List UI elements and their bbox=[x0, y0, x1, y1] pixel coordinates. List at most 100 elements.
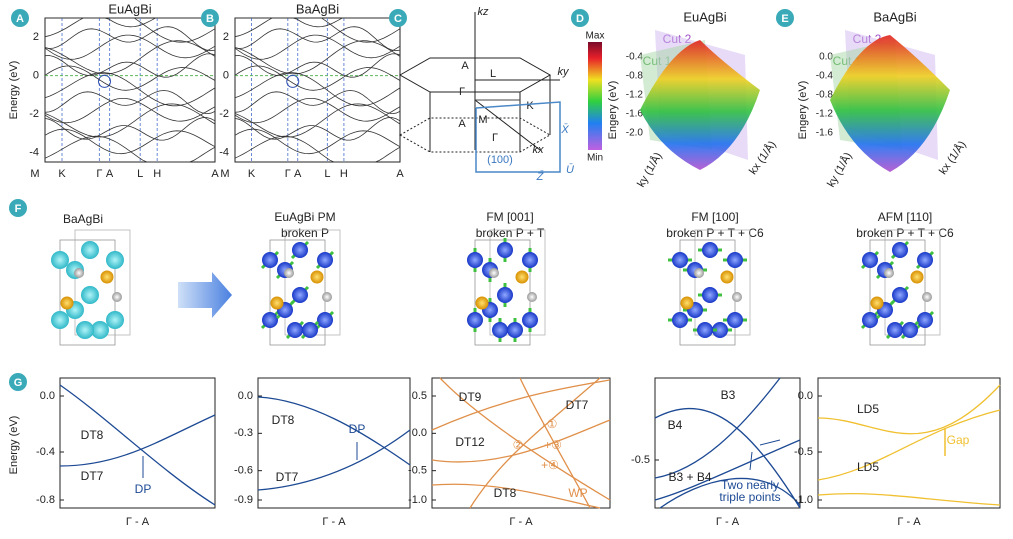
x-axis-label: Γ - A bbox=[322, 516, 346, 528]
band bbox=[234, 72, 401, 107]
atom bbox=[287, 322, 303, 338]
atom bbox=[76, 321, 94, 339]
atom-au bbox=[270, 296, 284, 310]
label: K bbox=[526, 100, 534, 112]
atom-ag bbox=[884, 268, 894, 278]
plot-frame bbox=[817, 377, 1001, 509]
atom-ag bbox=[527, 292, 537, 302]
band bbox=[234, 53, 401, 78]
label: AFM [110] bbox=[878, 210, 932, 224]
label: Max bbox=[586, 31, 605, 42]
x-axis-label: Γ - A bbox=[897, 516, 921, 528]
k-point: A bbox=[211, 168, 219, 180]
label: broken P + T bbox=[476, 226, 545, 240]
atom bbox=[917, 252, 933, 268]
y-axis-label: Energy (eV) bbox=[8, 61, 20, 120]
band bbox=[44, 117, 216, 141]
band bbox=[817, 384, 1001, 435]
label: -1.6 bbox=[626, 109, 644, 120]
label: -0.8 bbox=[816, 90, 834, 101]
k-point: K bbox=[248, 168, 256, 180]
label: B3 + B4 bbox=[668, 470, 711, 484]
band bbox=[234, 26, 401, 52]
atom-ag bbox=[322, 292, 332, 302]
panel-badge bbox=[389, 9, 407, 27]
atom-ag bbox=[74, 268, 84, 278]
colorbar bbox=[588, 42, 602, 150]
label: ky (1/Å) bbox=[634, 150, 664, 189]
y-tick-label: 0.0 bbox=[40, 390, 55, 402]
atom bbox=[902, 322, 918, 338]
band bbox=[44, 98, 216, 124]
y-tick-label: -0.5 bbox=[631, 454, 650, 466]
atom-ag bbox=[694, 268, 704, 278]
label: DT8 bbox=[272, 413, 295, 427]
plot-frame bbox=[431, 377, 611, 509]
panel-badge bbox=[11, 9, 29, 27]
label: Γ bbox=[492, 132, 498, 144]
atom-ag bbox=[922, 292, 932, 302]
atom bbox=[892, 287, 908, 303]
plot-frame bbox=[59, 377, 216, 509]
label: broken P + T + C6 bbox=[666, 226, 764, 240]
atom bbox=[862, 312, 878, 328]
band bbox=[817, 493, 1001, 506]
k-point: A bbox=[294, 168, 302, 180]
panel-letter: G bbox=[14, 377, 23, 389]
k-point: Γ bbox=[285, 168, 291, 180]
y-tick-label: 2 bbox=[223, 31, 229, 43]
atom-au bbox=[515, 270, 529, 284]
atom bbox=[702, 242, 718, 258]
label: broken P + T + C6 bbox=[856, 226, 954, 240]
surface-e bbox=[830, 30, 950, 172]
panel-badge bbox=[776, 9, 794, 27]
y-tick-label: 2 bbox=[33, 31, 39, 43]
panel-letter: D bbox=[576, 13, 584, 25]
atom bbox=[51, 251, 69, 269]
band bbox=[44, 128, 216, 155]
atom bbox=[91, 321, 109, 339]
atom bbox=[262, 312, 278, 328]
atom-au bbox=[100, 270, 114, 284]
label: BaAgBi bbox=[873, 9, 916, 24]
plot-frame bbox=[654, 377, 801, 509]
atom bbox=[81, 241, 99, 259]
atom bbox=[712, 322, 728, 338]
band bbox=[44, 26, 216, 52]
atom bbox=[317, 252, 333, 268]
label: triple points bbox=[719, 490, 780, 504]
panel-letter: F bbox=[15, 203, 22, 215]
band bbox=[234, 65, 401, 91]
atom-ag bbox=[489, 268, 499, 278]
label: kz bbox=[478, 6, 490, 18]
atom-ag bbox=[112, 292, 122, 302]
panel-badge bbox=[9, 373, 27, 391]
band bbox=[44, 135, 216, 163]
k-point: L bbox=[137, 168, 143, 180]
label: DT12 bbox=[455, 435, 485, 449]
atom bbox=[917, 312, 933, 328]
band bbox=[44, 90, 216, 115]
label: -0.4 bbox=[816, 71, 834, 82]
label: DT7 bbox=[276, 470, 299, 484]
label: kx bbox=[533, 144, 545, 156]
atom bbox=[507, 322, 523, 338]
atom bbox=[887, 322, 903, 338]
band bbox=[431, 379, 611, 431]
panel-badge bbox=[571, 9, 589, 27]
k-point: Γ bbox=[96, 168, 102, 180]
label: M bbox=[478, 114, 487, 126]
label: DT8 bbox=[81, 428, 104, 442]
atom bbox=[497, 287, 513, 303]
atom bbox=[81, 286, 99, 304]
label: BaAgBi bbox=[296, 1, 339, 16]
band bbox=[257, 429, 411, 491]
band bbox=[431, 419, 611, 463]
band bbox=[654, 407, 801, 509]
atom bbox=[892, 242, 908, 258]
band bbox=[234, 135, 401, 163]
label: -2.0 bbox=[626, 128, 644, 139]
atom bbox=[262, 252, 278, 268]
